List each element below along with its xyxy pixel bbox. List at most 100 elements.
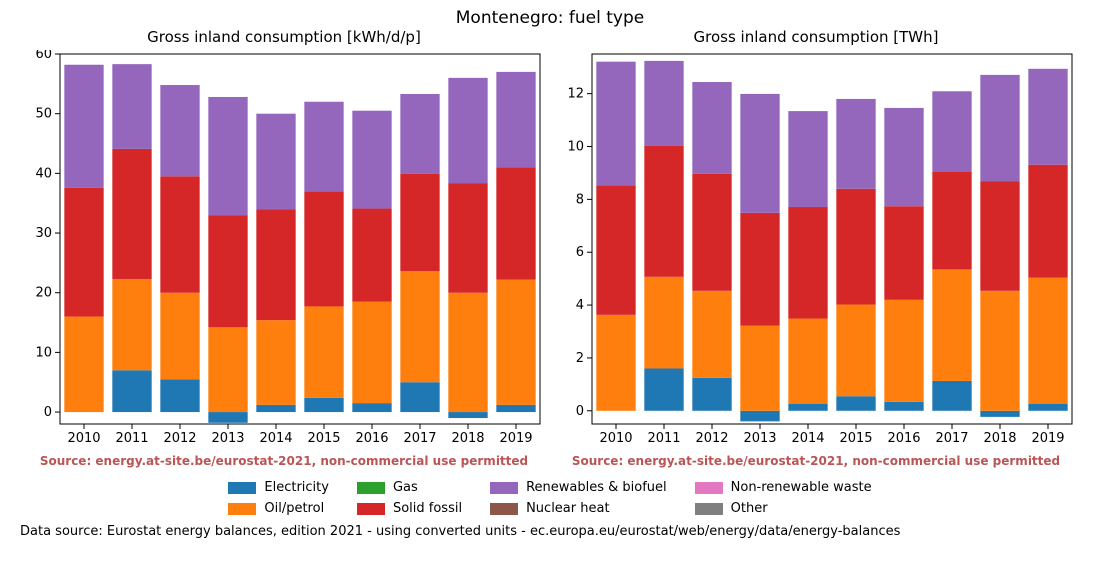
svg-text:20: 20 <box>35 286 52 301</box>
legend-item-nuclear: Nuclear heat <box>490 501 667 516</box>
bar-solid <box>496 167 535 279</box>
bar-oil <box>400 271 439 382</box>
bar-renewables <box>596 62 635 186</box>
legend-column: Renewables & biofuel Nuclear heat <box>490 480 667 516</box>
legend-swatch-electricity <box>228 482 256 494</box>
bar-renewables <box>304 102 343 192</box>
bar-electricity <box>160 379 199 412</box>
chart-left: 0102030405060201020112012201320142015201… <box>24 50 544 448</box>
svg-text:12: 12 <box>567 87 584 102</box>
svg-text:2015: 2015 <box>839 431 872 446</box>
suptitle: Montenegro: fuel type <box>0 0 1100 28</box>
legend-item-electricity: Electricity <box>228 480 329 495</box>
bar-solid <box>740 213 779 326</box>
bar-electricity <box>692 378 731 411</box>
bar-oil <box>884 300 923 402</box>
bar-electricity <box>400 382 439 412</box>
bar-solid <box>788 207 827 319</box>
svg-text:10: 10 <box>567 140 584 155</box>
bar-solid <box>980 181 1019 291</box>
bar-electricity <box>644 369 683 411</box>
legend-swatch-solid <box>357 503 385 515</box>
svg-text:60: 60 <box>35 50 52 62</box>
bar-electricity <box>448 412 487 418</box>
bar-solid <box>932 172 971 270</box>
legend: Electricity Oil/petrol Gas Solid fossil Rene… <box>0 480 1100 516</box>
svg-text:2014: 2014 <box>791 431 824 446</box>
legend-column: Gas Solid fossil <box>357 480 462 516</box>
bar-solid <box>64 188 103 317</box>
legend-label-nonren: Non-renewable waste <box>731 480 872 495</box>
bar-solid <box>1028 165 1067 278</box>
bar-electricity <box>932 381 971 411</box>
svg-text:2013: 2013 <box>743 431 776 446</box>
svg-text:2012: 2012 <box>163 431 196 446</box>
bar-electricity <box>352 403 391 412</box>
legend-item-nonren: Non-renewable waste <box>695 480 872 495</box>
legend-item-renewables: Renewables & biofuel <box>490 480 667 495</box>
bar-solid <box>208 215 247 327</box>
bar-oil <box>304 306 343 397</box>
bar-solid <box>256 209 295 320</box>
legend-swatch-renewables <box>490 482 518 494</box>
bar-renewables <box>836 99 875 189</box>
svg-text:0: 0 <box>44 405 52 420</box>
bar-renewables <box>980 75 1019 181</box>
legend-label-gas: Gas <box>393 480 418 495</box>
bar-renewables <box>496 72 535 167</box>
legend-swatch-other <box>695 503 723 515</box>
bar-renewables <box>352 111 391 209</box>
bar-oil <box>448 293 487 412</box>
legend-swatch-oil <box>228 503 256 515</box>
bar-oil <box>1028 278 1067 404</box>
svg-text:2013: 2013 <box>211 431 244 446</box>
panel-left: Gross inland consumption [kWh/d/p] 01020… <box>24 28 544 468</box>
bar-renewables <box>644 61 683 146</box>
bar-oil <box>112 279 151 370</box>
bar-electricity <box>740 411 779 422</box>
legend-swatch-nonren <box>695 482 723 494</box>
legend-label-other: Other <box>731 501 768 516</box>
svg-text:30: 30 <box>35 226 52 241</box>
bar-renewables <box>208 97 247 215</box>
bar-oil <box>496 280 535 405</box>
svg-text:10: 10 <box>35 345 52 360</box>
bar-renewables <box>256 114 295 209</box>
bar-electricity <box>788 404 827 411</box>
legend-item-other: Other <box>695 501 872 516</box>
svg-text:2017: 2017 <box>935 431 968 446</box>
bar-oil <box>932 269 971 381</box>
source-line-left: Source: energy.at-site.be/eurostat-2021,… <box>24 454 544 468</box>
svg-text:50: 50 <box>35 107 52 122</box>
bar-oil <box>596 315 635 411</box>
bar-electricity <box>980 411 1019 417</box>
bar-oil <box>644 277 683 369</box>
legend-label-nuclear: Nuclear heat <box>526 501 609 516</box>
svg-text:6: 6 <box>576 245 584 260</box>
bar-renewables <box>64 65 103 188</box>
bar-oil <box>740 326 779 411</box>
bar-electricity <box>304 398 343 412</box>
bar-renewables <box>932 91 971 171</box>
svg-text:2018: 2018 <box>983 431 1016 446</box>
svg-text:2015: 2015 <box>307 431 340 446</box>
svg-text:2010: 2010 <box>599 431 632 446</box>
legend-label-solid: Solid fossil <box>393 501 462 516</box>
bar-solid <box>884 206 923 300</box>
bar-electricity <box>112 370 151 412</box>
panels-row: Gross inland consumption [kWh/d/p] 01020… <box>0 28 1100 468</box>
svg-text:8: 8 <box>576 192 584 207</box>
svg-text:2017: 2017 <box>403 431 436 446</box>
svg-text:2016: 2016 <box>355 431 388 446</box>
legend-item-oil: Oil/petrol <box>228 501 329 516</box>
svg-text:4: 4 <box>576 298 584 313</box>
legend-label-renewables: Renewables & biofuel <box>526 480 667 495</box>
bar-oil <box>836 305 875 397</box>
bar-solid <box>160 176 199 292</box>
bar-solid <box>112 149 151 279</box>
svg-text:2018: 2018 <box>451 431 484 446</box>
svg-text:2014: 2014 <box>259 431 292 446</box>
bar-renewables <box>1028 69 1067 165</box>
panel-right: Gross inland consumption [TWh] 024681012… <box>556 28 1076 468</box>
chart-right: 0246810122010201120122013201420152016201… <box>556 50 1076 448</box>
